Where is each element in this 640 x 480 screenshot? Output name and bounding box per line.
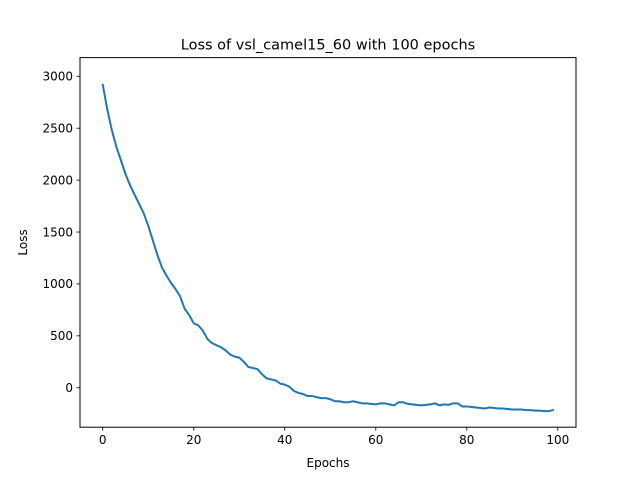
y-tick-label: 3000 xyxy=(42,70,73,84)
y-axis-title: Loss xyxy=(16,229,30,255)
y-tick-label: 1000 xyxy=(42,277,73,291)
x-axis-title: Epochs xyxy=(307,456,350,470)
plot-frame xyxy=(79,57,577,428)
x-tick-label: 20 xyxy=(186,433,201,447)
loss-series-line xyxy=(101,83,555,413)
y-axis-ticks: 0 500 1000 1500 2000 2500 3000 xyxy=(42,70,80,395)
y-tick-label: 2500 xyxy=(42,121,73,135)
x-tick-label: 80 xyxy=(459,433,474,447)
x-axis-ticks: 0 20 40 60 80 100 xyxy=(99,427,569,447)
y-tick-label: 1500 xyxy=(42,225,73,239)
x-tick-label: 60 xyxy=(368,433,383,447)
y-tick-label: 2000 xyxy=(42,173,73,187)
chart-title: Loss of vsl_camel15_60 with 100 epochs xyxy=(181,38,475,54)
x-tick-label: 40 xyxy=(277,433,292,447)
y-tick-label: 0 xyxy=(65,381,73,395)
x-tick-label: 0 xyxy=(99,433,107,447)
y-tick-label: 500 xyxy=(50,329,73,343)
x-tick-label: 100 xyxy=(546,433,569,447)
